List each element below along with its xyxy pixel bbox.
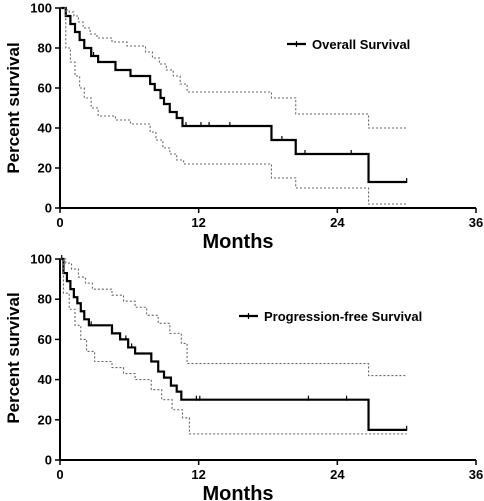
- y-tick-label: 20: [38, 412, 52, 427]
- y-tick-label: 40: [38, 372, 52, 387]
- y-tick-label: 60: [38, 81, 52, 96]
- legend-label: Progression-free Survival: [264, 309, 422, 324]
- y-tick-label: 20: [38, 161, 52, 176]
- x-tick-label: 24: [330, 215, 345, 230]
- y-tick-label: 100: [30, 252, 52, 267]
- y-tick-label: 0: [45, 201, 52, 216]
- x-tick-label: 12: [191, 467, 205, 482]
- survival-curve: [60, 257, 407, 431]
- x-axis-label: Months: [202, 483, 273, 501]
- y-tick-label: 60: [38, 332, 52, 347]
- ci-lower-curve: [60, 7, 407, 205]
- ci-lower-curve: [60, 258, 407, 435]
- x-tick-label: 12: [191, 215, 205, 230]
- y-tick-label: 80: [38, 292, 52, 307]
- x-tick-label: 36: [469, 215, 483, 230]
- y-axis-label: Percent survival: [4, 292, 23, 423]
- survival-curve: [60, 6, 407, 184]
- x-axis-label: Months: [202, 231, 273, 253]
- y-tick-label: 80: [38, 41, 52, 56]
- y-axis-label: Percent survival: [4, 42, 23, 173]
- x-tick-label: 0: [56, 215, 63, 230]
- y-tick-label: 0: [45, 453, 52, 468]
- y-tick-label: 100: [30, 1, 52, 16]
- legend-label: Overall Survival: [312, 37, 410, 52]
- y-tick-label: 40: [38, 121, 52, 136]
- ci-upper-curve: [60, 7, 407, 129]
- x-tick-label: 0: [56, 467, 63, 482]
- x-tick-label: 24: [330, 467, 345, 482]
- x-tick-label: 36: [469, 467, 483, 482]
